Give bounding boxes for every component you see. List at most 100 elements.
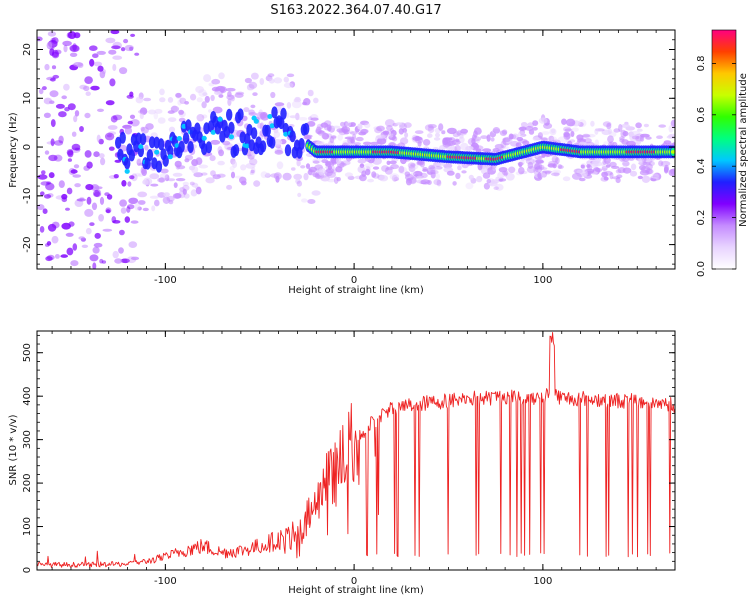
y-tick-label: 0 xyxy=(22,567,33,573)
heatmap-cell xyxy=(176,136,182,141)
heatmap-cell xyxy=(66,247,74,256)
heatmap-cell xyxy=(93,242,103,248)
heatmap-cell xyxy=(551,128,556,134)
heatmap-cell xyxy=(404,171,411,177)
heatmap-cell xyxy=(232,161,238,168)
heatmap-cell xyxy=(72,243,78,251)
heatmap-cell xyxy=(51,235,59,244)
heatmap-cell xyxy=(182,132,190,145)
heatmap-cell xyxy=(357,123,363,130)
heatmap-cell xyxy=(378,175,389,182)
heatmap-cell xyxy=(670,150,675,154)
heatmap-cell xyxy=(372,173,380,179)
heatmap-cell xyxy=(226,108,233,121)
heatmap-cell xyxy=(85,227,92,235)
heatmap-cell xyxy=(298,117,308,121)
heatmap-cell xyxy=(184,158,190,163)
heatmap-cell xyxy=(63,83,70,91)
heatmap-cell xyxy=(225,87,236,92)
heatmap-cell xyxy=(108,146,115,151)
heatmap-cell xyxy=(38,88,44,95)
heatmap-cell xyxy=(289,115,297,119)
heatmap-cell xyxy=(307,199,316,204)
heatmap-cell xyxy=(124,126,133,135)
heatmap-cell xyxy=(303,122,310,135)
heatmap-cell xyxy=(422,168,428,172)
heatmap-cell xyxy=(583,138,592,144)
heatmap-cell xyxy=(535,159,544,164)
heatmap-cell xyxy=(475,148,482,153)
heatmap-cell xyxy=(163,192,170,197)
heatmap-cell xyxy=(46,181,52,185)
heatmap-cell xyxy=(150,183,159,187)
heatmap-cell xyxy=(148,109,156,115)
heatmap-cell xyxy=(557,136,567,144)
heatmap-cell xyxy=(230,171,236,179)
heatmap-cell xyxy=(119,67,128,75)
heatmap-cell xyxy=(243,107,250,113)
heatmap-cell xyxy=(198,89,207,97)
heatmap-cell xyxy=(435,132,440,138)
heatmap-cell xyxy=(140,126,149,134)
heatmap-cell xyxy=(465,145,474,151)
heatmap-cell xyxy=(398,165,405,173)
heatmap-cell xyxy=(320,175,330,182)
heatmap-cell xyxy=(78,236,85,240)
heatmap-cell xyxy=(520,122,528,127)
heatmap-cell xyxy=(58,111,67,118)
heatmap-cell xyxy=(385,130,393,136)
heatmap-cell xyxy=(376,125,385,132)
heatmap-cell xyxy=(295,178,301,184)
heatmap-cell xyxy=(359,163,365,168)
heatmap-cell xyxy=(576,169,585,174)
heatmap-cell xyxy=(54,49,62,55)
heatmap-cell xyxy=(386,160,391,165)
heatmap-cell xyxy=(102,228,113,232)
heatmap-cell xyxy=(561,118,567,125)
heatmap-cell xyxy=(360,128,369,134)
heatmap-cell xyxy=(399,137,409,145)
colorbar-label: Normalized spectral amplitude xyxy=(738,73,749,227)
heatmap-cell xyxy=(563,126,572,132)
heatmap-cell xyxy=(259,140,267,153)
heatmap-cell xyxy=(273,77,283,84)
heatmap-cell xyxy=(201,135,207,141)
heatmap-cell xyxy=(155,160,163,173)
heatmap-cell xyxy=(69,52,78,57)
heatmap-cell xyxy=(228,121,235,134)
heatmap-cell xyxy=(656,135,663,139)
heatmap-cell xyxy=(492,163,497,172)
snr-y-label: SNR (10 * v/v) xyxy=(8,414,19,485)
heatmap-cell xyxy=(359,174,367,182)
heatmap-cell xyxy=(210,129,216,135)
heatmap-cell xyxy=(492,127,501,134)
colorbar-bar xyxy=(712,30,736,269)
heatmap-cell xyxy=(45,256,53,262)
heatmap-cell xyxy=(84,150,92,158)
heatmap-cell xyxy=(118,247,124,254)
heatmap-cell xyxy=(438,123,444,131)
heatmap-cell xyxy=(385,166,394,171)
heatmap-cell xyxy=(658,160,664,167)
heatmap-cell xyxy=(44,63,50,71)
heatmap-cell xyxy=(603,141,609,145)
heatmap-cell xyxy=(645,163,653,171)
heatmap-cell xyxy=(564,128,573,132)
heatmap-cell xyxy=(345,121,352,127)
heatmap-cell xyxy=(493,186,499,190)
heatmap-cell xyxy=(347,122,353,128)
heatmap-cell xyxy=(251,72,259,80)
heatmap-cell xyxy=(43,194,52,199)
heatmap-cell xyxy=(162,154,169,167)
heatmap-cell xyxy=(101,260,107,264)
heatmap-cell xyxy=(349,131,358,135)
heatmap-cell xyxy=(541,131,550,135)
heatmap-cell xyxy=(248,81,258,89)
heatmap-cell xyxy=(616,174,623,179)
heatmap-cell xyxy=(293,98,302,103)
heatmap-cell xyxy=(127,120,133,125)
heatmap-cell xyxy=(441,130,446,135)
heatmap-cell xyxy=(344,172,353,178)
heatmap-cell xyxy=(486,179,492,184)
